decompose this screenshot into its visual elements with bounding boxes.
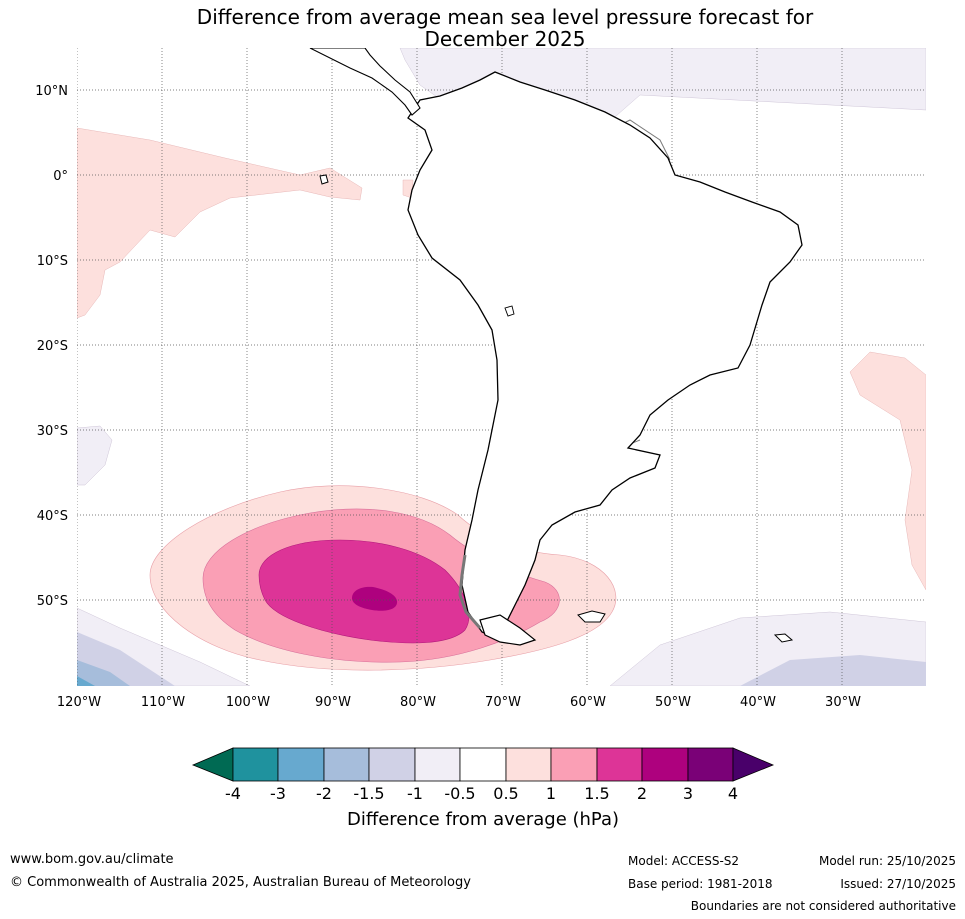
colorbar-cell <box>414 747 461 782</box>
colorbar-cell <box>323 747 370 782</box>
colorbar-tick-label: 1.5 <box>584 784 609 803</box>
chile-fjord-coast <box>458 554 482 629</box>
colorbar-tick-label: -3 <box>270 784 286 803</box>
colorbar-tick-label: 2 <box>637 784 647 803</box>
lon-label: 80°W <box>400 695 436 710</box>
lon-label: 110°W <box>141 695 185 710</box>
lon-label: 100°W <box>226 695 270 710</box>
falkland-islands <box>577 610 606 623</box>
colorbar-cell <box>191 747 234 782</box>
colorbar-cell <box>277 747 325 782</box>
colorbar-tick-label: 4 <box>728 784 738 803</box>
colorbar-tick-label: 3 <box>683 784 693 803</box>
colorbar <box>191 747 775 782</box>
south-georgia <box>773 633 794 643</box>
lat-label: 50°S <box>37 594 68 609</box>
anomaly-region-pink-east-atlantic <box>849 351 926 591</box>
graticule <box>77 48 926 686</box>
anomaly-region-teal-corner <box>77 676 95 686</box>
colorbar-cell <box>550 747 598 782</box>
colorbar-tick-label: 1 <box>546 784 556 803</box>
lon-label: 70°W <box>485 695 521 710</box>
galapagos-islands <box>319 174 329 185</box>
colorbar-tick-label: -1 <box>407 784 423 803</box>
lake-titicaca <box>504 305 515 317</box>
map-title-line-2: December 2025 <box>424 27 586 51</box>
colorbar-tick-label: -1.5 <box>353 784 384 803</box>
disclaimer-text: Boundaries are not considered authoritat… <box>690 899 956 913</box>
lon-label: 50°W <box>655 695 691 710</box>
anomaly-contour-2-to-3 <box>352 586 398 611</box>
map-area <box>77 48 926 686</box>
lon-label: 30°W <box>825 695 861 710</box>
lat-label: 30°S <box>37 424 68 439</box>
lon-label: 60°W <box>570 695 606 710</box>
colorbar-cell <box>732 747 775 782</box>
website-link[interactable]: www.bom.gov.au/climate <box>10 852 174 867</box>
colorbar-tick-label: -2 <box>316 784 332 803</box>
lon-label: 40°W <box>740 695 776 710</box>
lat-label: 20°S <box>37 339 68 354</box>
colorbar-cell <box>368 747 416 782</box>
lat-label: 10°N <box>35 84 68 99</box>
colorbar-cell <box>505 747 552 782</box>
colorbar-cell <box>687 747 734 782</box>
colorbar-ticks: -4 -3 -2 -1.5 -1 -0.5 0.5 1 1.5 2 3 4 <box>225 784 738 803</box>
longitude-labels: 120°W 110°W 100°W 90°W 80°W 70°W 60°W 50… <box>57 695 861 710</box>
lon-label: 90°W <box>315 695 351 710</box>
colorbar-tick-label: -4 <box>225 784 241 803</box>
colorbar-tick-label: -0.5 <box>444 784 475 803</box>
colorbar-tick-label: 0.5 <box>493 784 518 803</box>
latitude-labels: 10°N 0° 10°S 20°S 30°S 40°S 50°S <box>35 84 68 609</box>
anomaly-region-blue-southwest-inner <box>77 660 130 686</box>
model-text: Model: ACCESS-S2 <box>628 854 740 868</box>
colorbar-cell <box>459 747 507 782</box>
model-run-text: Model run: 25/10/2025 <box>818 854 956 868</box>
issued-text: Issued: 27/10/2025 <box>840 877 956 891</box>
colorbar-cell <box>641 747 689 782</box>
lat-label: 40°S <box>37 509 68 524</box>
anomaly-region-lavender-east-pacific <box>77 425 113 486</box>
anomaly-region-blue-south-atlantic <box>740 655 926 686</box>
lon-label: 120°W <box>57 695 101 710</box>
lat-label: 0° <box>53 169 68 184</box>
map-title-line-1: Difference from average mean sea level p… <box>196 5 814 29</box>
central-america-coastline <box>309 48 421 116</box>
tierra-del-fuego <box>479 614 537 646</box>
copyright-text: © Commonwealth of Australia 2025, Austra… <box>10 875 471 890</box>
colorbar-cell <box>232 747 279 782</box>
south-america-coastline <box>407 71 803 641</box>
lat-label: 10°S <box>37 254 68 269</box>
colorbar-cell <box>596 747 643 782</box>
base-period-text: Base period: 1981-2018 <box>628 877 773 891</box>
colorbar-label: Difference from average (hPa) <box>347 809 619 830</box>
